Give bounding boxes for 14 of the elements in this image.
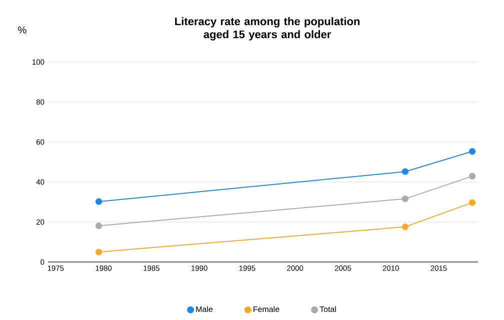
point	[95, 222, 102, 230]
point	[95, 248, 102, 256]
point	[402, 195, 409, 202]
legend-label: Male	[196, 306, 213, 312]
y-axis-title: %	[18, 26, 26, 34]
point	[468, 172, 476, 180]
chart-title: Literacy rate among the population aged 15 years and older	[175, 17, 360, 40]
point	[402, 223, 409, 230]
legend-label: Female	[254, 306, 280, 312]
point	[95, 198, 102, 205]
point	[468, 148, 476, 155]
point	[468, 199, 476, 206]
point	[402, 168, 409, 175]
legend-label: Total	[320, 306, 336, 312]
